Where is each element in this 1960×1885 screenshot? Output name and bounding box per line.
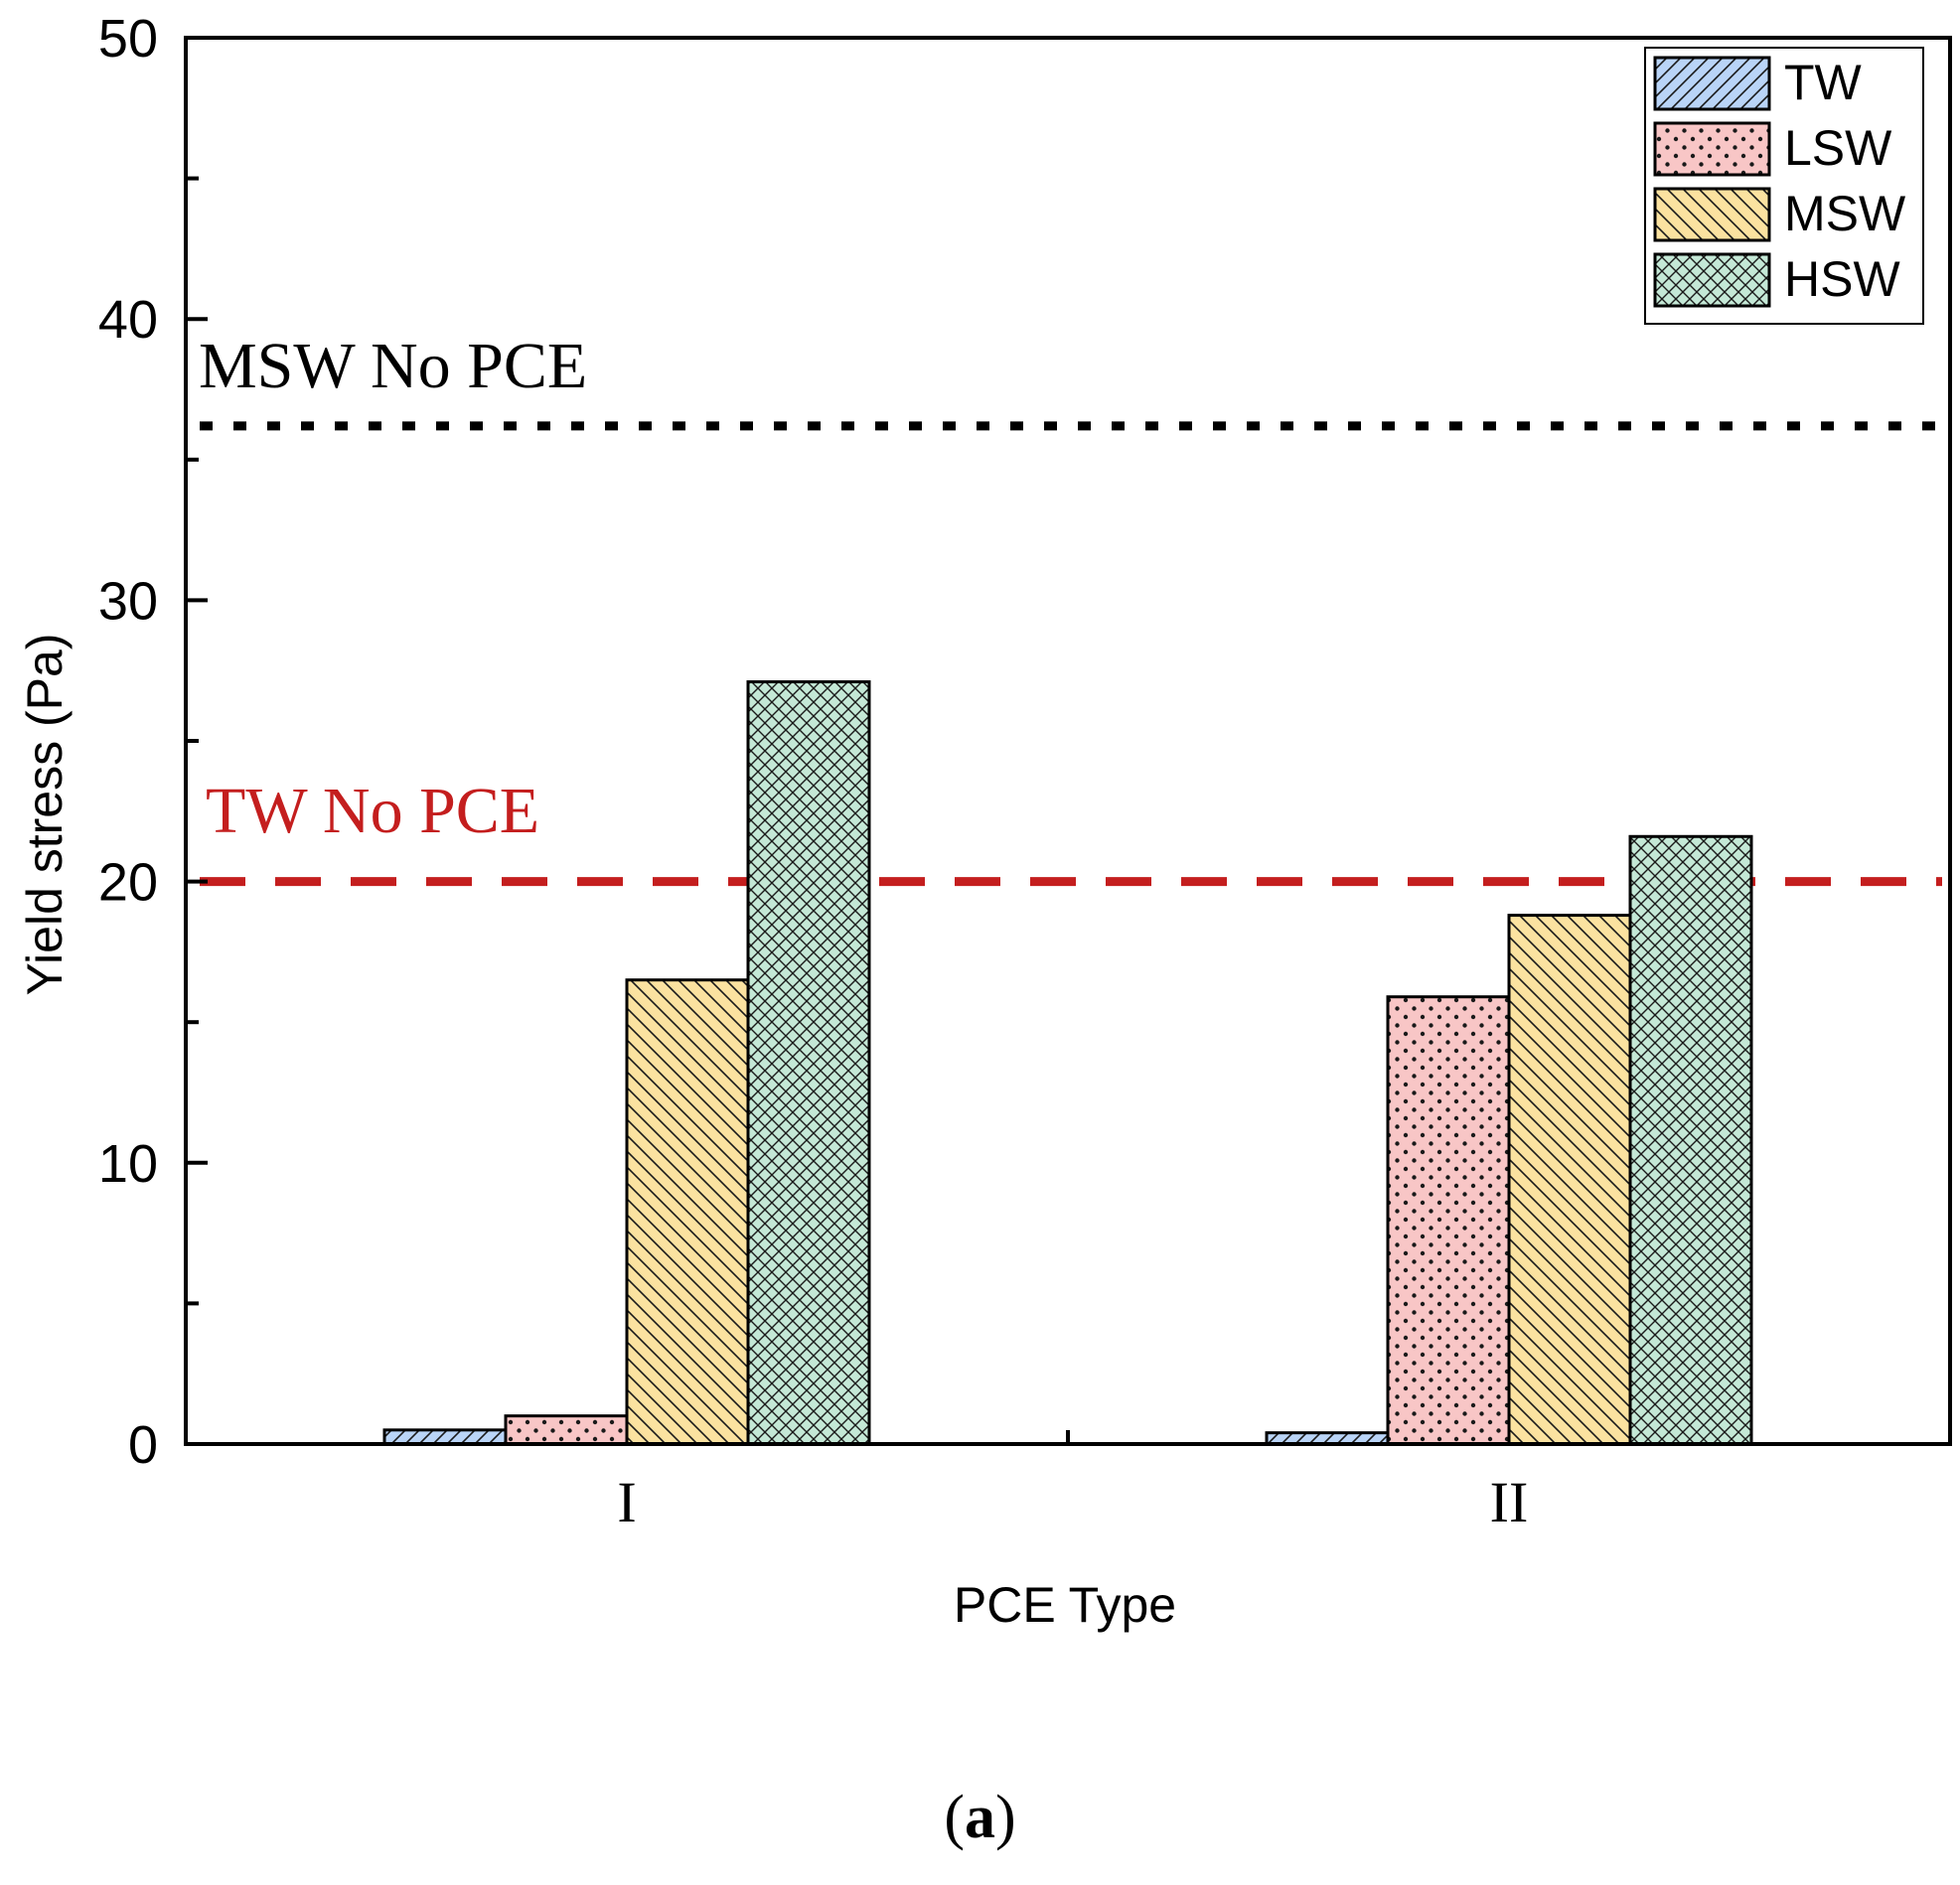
y-tick-label-0: 0 xyxy=(128,1415,158,1475)
legend-label-lsw: LSW xyxy=(1784,120,1892,176)
bar-msw-I xyxy=(625,978,750,1446)
y-tick-label-10: 10 xyxy=(98,1134,158,1194)
bar-msw-II xyxy=(1507,914,1632,1446)
legend-swatch-lsw xyxy=(1653,121,1771,177)
legend-label-hsw: HSW xyxy=(1784,251,1900,307)
y-axis-label: Yield stress (Pa) xyxy=(17,634,73,996)
bar-lsw-II xyxy=(1386,995,1511,1446)
msw-no-pce-label: MSW No PCE xyxy=(199,330,587,402)
legend-swatch-tw xyxy=(1653,56,1771,111)
panel-label: (a) xyxy=(944,1784,1016,1851)
bar-lsw-I xyxy=(504,1414,629,1446)
legend: TW LSW MSW HSW xyxy=(1644,47,1924,325)
x-tick-label-I: I xyxy=(617,1470,636,1534)
x-tick-label-II: II xyxy=(1490,1470,1529,1534)
x-axis-label: PCE Type xyxy=(954,1577,1176,1633)
y-tick-label-50: 50 xyxy=(98,9,158,69)
legend-label-tw: TW xyxy=(1784,55,1863,110)
bar-hsw-I xyxy=(746,680,871,1446)
legend-swatch-hsw xyxy=(1653,252,1771,308)
tw-no-pce-label: TW No PCE xyxy=(206,775,539,847)
bar-tw-I xyxy=(382,1428,508,1446)
y-tick-label-40: 40 xyxy=(98,290,158,350)
bar-hsw-II xyxy=(1628,834,1753,1446)
y-tick-label-30: 30 xyxy=(98,571,158,631)
legend-label-msw: MSW xyxy=(1784,186,1906,241)
y-tick-label-20: 20 xyxy=(98,853,158,913)
legend-swatch-msw xyxy=(1653,187,1771,242)
